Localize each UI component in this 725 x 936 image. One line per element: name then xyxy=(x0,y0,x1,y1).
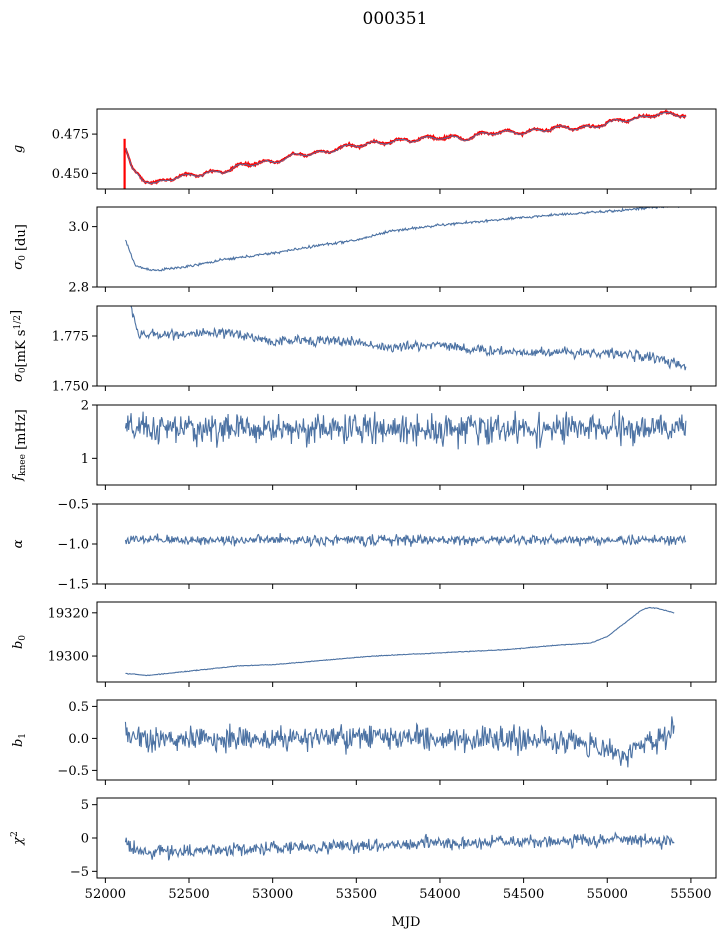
y-axis-label: α xyxy=(11,539,26,548)
x-tick-label: 55000 xyxy=(587,887,628,902)
y-tick-label: 2 xyxy=(81,399,89,414)
axes-frame xyxy=(96,404,717,486)
x-axis-label: MJD xyxy=(392,915,421,930)
y-tick-label: −0.5 xyxy=(57,764,89,779)
panel-3: 1.750 1.775 σ0[mK s1/2] xyxy=(9,305,717,395)
x-tick-label: 54000 xyxy=(419,887,460,902)
axes-frame xyxy=(96,305,717,387)
y-tick-label: 19300 xyxy=(48,650,89,665)
x-tick-label: 52500 xyxy=(168,887,209,902)
y-tick-label: 1.750 xyxy=(52,380,89,395)
panel-6: 19300 19320 b0 xyxy=(11,601,717,687)
y-tick-label: −0.5 xyxy=(57,498,89,513)
y-tick-label: −1.0 xyxy=(57,538,89,553)
series-line xyxy=(124,831,675,861)
axes-frame xyxy=(96,797,717,879)
y-tick-label: 1 xyxy=(81,452,89,467)
y-tick-label: 0.475 xyxy=(52,128,89,143)
series-line xyxy=(124,410,687,450)
axes-frame xyxy=(96,601,717,683)
series-line xyxy=(124,111,687,185)
y-tick-label: −1.5 xyxy=(57,578,89,593)
series-line xyxy=(130,306,687,371)
y-tick-label: 2.8 xyxy=(68,281,89,296)
y-tick-label: 19320 xyxy=(48,606,89,621)
panel-2: 2.8 3.0 σ0 [du] xyxy=(11,206,717,296)
series-line-highlight xyxy=(124,109,687,186)
y-axis-label: b1 xyxy=(11,733,28,747)
y-axis-label: fknee [mHz] xyxy=(11,409,29,482)
y-axis-label: σ0 [du] xyxy=(11,224,29,270)
y-axis-label: χ2 xyxy=(10,831,26,846)
series-line xyxy=(125,606,675,677)
axes-frame xyxy=(96,108,717,190)
axes-frame xyxy=(96,699,717,781)
y-axis-label: b0 xyxy=(11,635,28,649)
x-tick-label: 53500 xyxy=(336,887,377,902)
x-tick-label: 53000 xyxy=(252,887,293,902)
panel-8: −5 0 5 52000 52500 53000 53500 54000 54500 55000 5… xyxy=(10,797,717,902)
series-line xyxy=(124,533,687,548)
y-axis-label: σ0[mK s1/2] xyxy=(9,310,29,382)
panels: 0.450 0.475 g 2.8 3.0 σ0 [du] 1.750 1.775 σ0[mK … xyxy=(9,108,717,902)
series-line xyxy=(124,716,675,768)
y-tick-label: 0 xyxy=(81,832,89,847)
panel-5: −1.5 −1.0 −0.5 α xyxy=(11,498,717,593)
panel-4: 1 2 fknee [mHz] xyxy=(11,399,717,490)
y-tick-label: 0.450 xyxy=(52,167,89,182)
panel-1: 0.450 0.475 g xyxy=(11,108,717,194)
y-tick-label: 1.775 xyxy=(52,330,89,345)
y-tick-label: 5 xyxy=(81,798,89,813)
x-tick-label: 52000 xyxy=(85,887,126,902)
y-tick-label: 0.0 xyxy=(68,732,89,747)
panel-7: −0.5 0.0 0.5 b1 xyxy=(11,699,717,785)
x-tick-label: 55500 xyxy=(670,887,711,902)
figure-title: 000351 xyxy=(363,9,428,29)
series-line xyxy=(124,207,683,272)
x-tick-label: 54500 xyxy=(503,887,544,902)
axes-frame xyxy=(96,206,717,288)
y-tick-label: −5 xyxy=(70,865,89,880)
y-tick-label: 3.0 xyxy=(68,220,89,235)
y-tick-label: 0.5 xyxy=(68,700,89,715)
y-axis-label: g xyxy=(11,145,26,153)
